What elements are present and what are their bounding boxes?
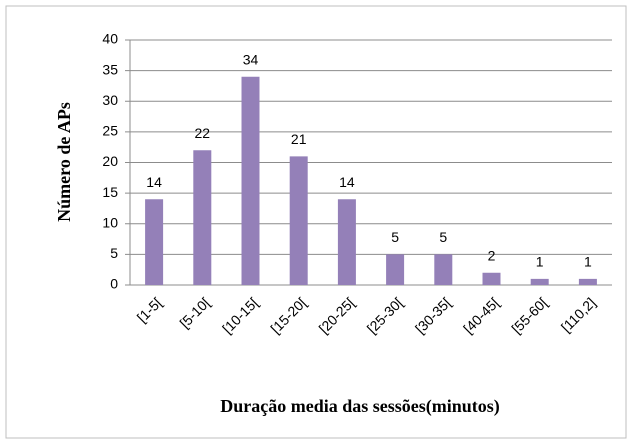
data-label: 14	[339, 174, 355, 190]
y-tick-label: 5	[110, 245, 118, 261]
bar	[193, 150, 212, 285]
bar	[337, 199, 356, 285]
bar	[145, 199, 164, 285]
data-label: 5	[391, 229, 399, 245]
data-label: 22	[195, 125, 211, 141]
data-label: 1	[536, 254, 544, 270]
chart-border	[5, 5, 627, 439]
y-tick-label: 10	[102, 214, 118, 230]
data-label: 14	[146, 174, 162, 190]
y-tick-label: 25	[102, 123, 118, 139]
y-tick-label: 35	[102, 61, 118, 77]
data-label: 1	[584, 254, 592, 270]
bar	[434, 254, 453, 285]
data-label: 34	[243, 51, 259, 67]
y-tick-label: 15	[102, 184, 118, 200]
y-tick-label: 30	[102, 92, 118, 108]
data-label: 21	[291, 131, 307, 147]
y-tick-label: 20	[102, 153, 118, 169]
x-axis-title: Duração media das sessões(minutos)	[220, 396, 500, 417]
bar	[241, 76, 260, 285]
bar	[482, 272, 501, 285]
data-label: 2	[488, 247, 496, 263]
data-label: 5	[439, 229, 447, 245]
y-axis-title: Número de APs	[54, 102, 74, 222]
y-tick-label: 0	[110, 276, 118, 292]
bar	[578, 278, 597, 285]
y-tick-label: 40	[102, 31, 118, 47]
bar	[289, 156, 308, 285]
bar	[530, 278, 549, 285]
bar	[386, 254, 405, 285]
